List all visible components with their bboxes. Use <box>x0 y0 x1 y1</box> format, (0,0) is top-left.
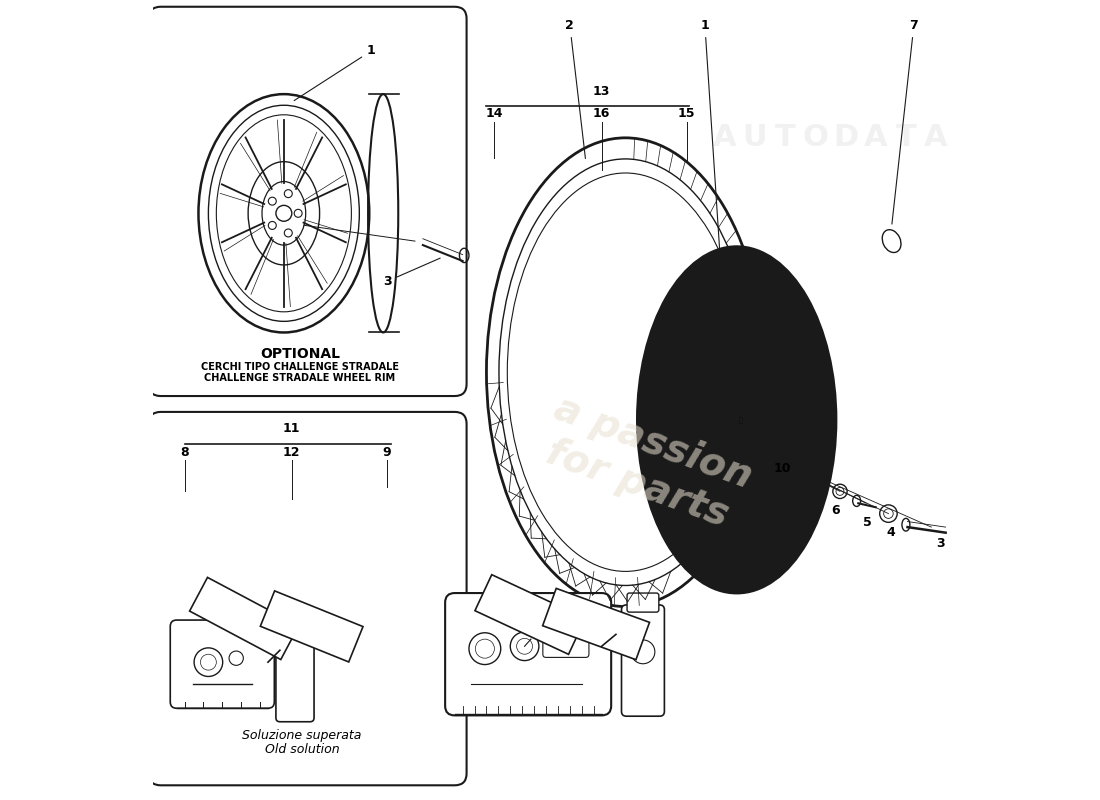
Polygon shape <box>475 574 585 654</box>
Text: Soluzione superata: Soluzione superata <box>242 729 362 742</box>
Text: CHALLENGE STRADALE WHEEL RIM: CHALLENGE STRADALE WHEEL RIM <box>205 373 395 382</box>
Text: A: A <box>713 123 737 152</box>
Text: 11: 11 <box>283 422 300 434</box>
Text: 6: 6 <box>832 504 840 517</box>
FancyBboxPatch shape <box>276 622 315 722</box>
Text: T: T <box>895 123 916 152</box>
Ellipse shape <box>712 377 761 463</box>
Text: Old solution: Old solution <box>265 743 340 756</box>
Text: 🐎: 🐎 <box>738 417 742 423</box>
Polygon shape <box>542 588 649 660</box>
Text: D: D <box>833 123 858 152</box>
FancyBboxPatch shape <box>148 412 466 786</box>
Text: 9: 9 <box>383 446 392 458</box>
FancyBboxPatch shape <box>446 593 612 715</box>
FancyBboxPatch shape <box>627 593 659 612</box>
FancyBboxPatch shape <box>543 619 588 658</box>
Polygon shape <box>261 591 363 662</box>
Text: 3: 3 <box>383 258 440 288</box>
Text: U: U <box>742 123 768 152</box>
Text: 3: 3 <box>936 537 945 550</box>
Text: 2: 2 <box>565 19 585 158</box>
FancyBboxPatch shape <box>280 610 309 629</box>
Text: 15: 15 <box>678 107 695 120</box>
Text: 8: 8 <box>180 446 189 458</box>
Text: 7: 7 <box>892 19 918 224</box>
FancyBboxPatch shape <box>621 605 664 716</box>
Text: 16: 16 <box>593 107 611 120</box>
Text: OPTIONAL: OPTIONAL <box>260 347 340 361</box>
Text: CERCHI TIPO CHALLENGE STRADALE: CERCHI TIPO CHALLENGE STRADALE <box>201 362 399 372</box>
Text: 13: 13 <box>593 85 611 98</box>
Polygon shape <box>189 578 299 659</box>
Text: 14: 14 <box>485 107 503 120</box>
Text: A: A <box>924 123 948 152</box>
FancyBboxPatch shape <box>148 6 466 396</box>
Ellipse shape <box>637 246 836 593</box>
Text: 4: 4 <box>887 526 895 539</box>
Text: A: A <box>864 123 888 152</box>
Text: O: O <box>802 123 828 152</box>
Text: 10: 10 <box>774 462 792 474</box>
Text: 12: 12 <box>283 446 300 458</box>
Text: T: T <box>774 123 795 152</box>
Text: 1: 1 <box>294 45 375 101</box>
Text: 1: 1 <box>701 19 721 265</box>
Text: 5: 5 <box>864 515 872 529</box>
FancyBboxPatch shape <box>170 620 274 708</box>
Text: a passion
for parts: a passion for parts <box>534 390 757 538</box>
